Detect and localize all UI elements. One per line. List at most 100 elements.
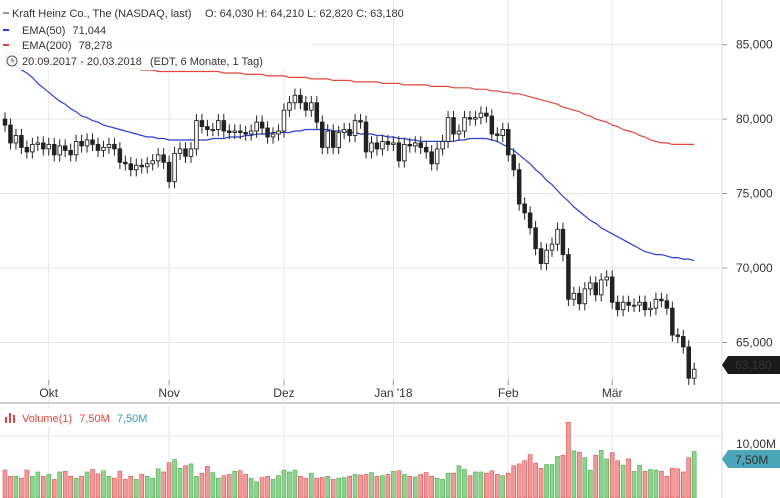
volume-axis-label: 10,00M xyxy=(736,437,776,451)
candle-body xyxy=(653,298,659,309)
candle-body xyxy=(440,140,445,150)
candle-body xyxy=(24,146,30,153)
candle-body xyxy=(216,120,221,130)
volume-bar xyxy=(13,475,19,498)
volume-bar xyxy=(407,475,413,498)
volume-bar xyxy=(566,422,571,498)
volume-bar xyxy=(287,471,292,498)
volume-bar xyxy=(95,473,101,498)
volume-bar xyxy=(57,471,63,498)
candle-body xyxy=(413,142,418,147)
candle-body xyxy=(128,163,134,171)
volume-bar xyxy=(330,479,336,498)
last-price-tag-bg xyxy=(722,356,780,374)
volume-bar xyxy=(380,475,385,498)
volume-tag-bg xyxy=(722,450,780,468)
volume-bar xyxy=(226,474,232,498)
volume-bar xyxy=(560,454,566,498)
volume-bar xyxy=(237,470,243,498)
candle-body xyxy=(445,117,451,142)
ema50-value: 71,044 xyxy=(72,25,106,37)
candle-body xyxy=(642,301,648,311)
candle-body xyxy=(144,163,150,168)
volume-bar xyxy=(451,472,456,498)
volume-bar xyxy=(516,463,522,498)
volume-bar xyxy=(500,475,506,498)
volume-bar xyxy=(604,458,610,498)
candle-body xyxy=(505,129,511,156)
candle-body xyxy=(265,127,270,138)
candle-body xyxy=(270,133,276,138)
volume-legend-value1: 7,50M xyxy=(79,413,110,425)
candle-body xyxy=(320,121,325,148)
candle-body xyxy=(369,142,374,153)
volume-legend-bg xyxy=(0,408,150,426)
volume-bar xyxy=(177,467,183,498)
candle-body xyxy=(500,129,506,136)
volume-bar xyxy=(423,472,429,498)
volume-bar xyxy=(139,474,145,498)
volume-bar xyxy=(631,471,637,498)
chart-header: Kraft Heinz Co., The (NASDAQ, last) O: 6… xyxy=(0,0,404,70)
candle-body xyxy=(101,146,106,151)
volume-bar xyxy=(615,460,620,498)
ema200-name: EMA(200) xyxy=(22,40,72,52)
volume-bars-icon xyxy=(5,413,15,423)
volume-bar xyxy=(155,468,161,498)
volume-bar xyxy=(183,465,188,498)
candle-body xyxy=(150,160,155,165)
candle-body xyxy=(139,164,144,168)
candle-body xyxy=(183,148,188,157)
candle-body xyxy=(205,126,210,130)
candle-body xyxy=(62,145,68,151)
candle-body xyxy=(664,300,670,309)
candle-body xyxy=(675,334,681,337)
volume-bar xyxy=(123,479,128,498)
volume-bar xyxy=(150,477,155,498)
volume-bar xyxy=(352,474,358,498)
candle-body xyxy=(402,143,407,162)
instrument-title: Kraft Heinz Co., The (NASDAQ, last) xyxy=(12,8,192,20)
candle-body xyxy=(41,142,46,150)
volume-bar xyxy=(319,477,325,498)
volume-bar xyxy=(402,474,407,498)
candle-body xyxy=(314,102,320,123)
ohlc-values: O: 64,030 H: 64,210 L: 62,820 C: 63,180 xyxy=(205,8,404,20)
candle-body xyxy=(237,130,243,133)
volume-bar xyxy=(221,475,227,498)
volume-bar xyxy=(620,464,626,498)
candle-body xyxy=(374,142,380,150)
candle-body xyxy=(51,143,57,156)
volume-bar xyxy=(73,477,79,498)
volume-bar xyxy=(505,472,511,498)
candle-body xyxy=(134,164,139,171)
candlestick-series xyxy=(2,88,697,385)
volume-tag-value: 7,50M xyxy=(735,453,768,467)
x-tick-label: Dez xyxy=(273,386,294,400)
volume-bar xyxy=(254,481,259,498)
volume-bar xyxy=(79,475,84,498)
candle-body xyxy=(161,154,166,163)
clock-icon xyxy=(6,55,18,67)
candle-body xyxy=(516,169,522,205)
volume-bar xyxy=(62,471,68,498)
candle-body xyxy=(495,133,500,136)
volume-bar xyxy=(259,477,265,498)
volume-bar xyxy=(40,475,46,498)
candle-body xyxy=(434,148,440,165)
candle-body xyxy=(84,139,90,147)
volume-bar xyxy=(675,468,681,498)
candle-body xyxy=(199,120,205,128)
ema200-value: 78,278 xyxy=(79,40,113,52)
last-price-value: 63,180 xyxy=(735,358,772,372)
volume-bar xyxy=(369,472,374,498)
volume-bar xyxy=(549,464,555,498)
volume-bar xyxy=(626,458,631,498)
volume-bar xyxy=(511,465,517,498)
volume-bar xyxy=(473,471,478,498)
candle-body xyxy=(648,307,653,311)
volume-bar xyxy=(161,471,166,498)
candle-body xyxy=(172,152,177,183)
candle-body xyxy=(598,279,604,296)
